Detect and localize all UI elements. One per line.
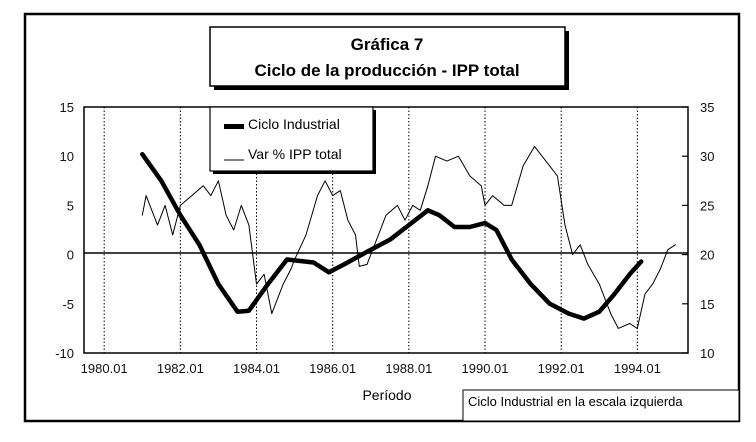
scale-note: Ciclo Industrial en la escala izquierda	[468, 394, 683, 409]
x-tick-label: 1992.01	[538, 361, 585, 376]
y-right-tick-label: 35	[700, 100, 714, 115]
y-left-tick-label: 5	[67, 198, 74, 213]
y-left-tick-label: 10	[60, 149, 74, 164]
plot-area	[83, 106, 689, 354]
y-right-tick-label: 20	[700, 248, 714, 263]
x-tick-label: 1990.01	[462, 361, 509, 376]
y-right-tick-label: 25	[700, 198, 714, 213]
y-left-tick-label: -10	[55, 346, 74, 361]
x-tick-label: 1982.01	[157, 361, 204, 376]
series-line-ciclo-industrial	[140, 151, 644, 321]
y-right-tick-label: 30	[700, 149, 714, 164]
legend-label-ciclo: Ciclo Industrial	[248, 116, 340, 132]
note-box	[462, 389, 740, 422]
x-tick-label: 1994.01	[614, 361, 661, 376]
x-tick-label: 1986.01	[309, 361, 356, 376]
y-left-tick-label: 0	[67, 248, 74, 263]
legend-label-ipp: Var % IPP total	[248, 146, 342, 162]
chart-subtitle: Ciclo de la producción - IPP total	[254, 61, 519, 80]
x-tick-label: 1984.01	[233, 361, 280, 376]
y-right-tick-label: 15	[700, 297, 714, 312]
x-tick-label: 1980.01	[81, 361, 128, 376]
title-box	[209, 26, 566, 87]
y-right-tick-label: 10	[700, 346, 714, 361]
legend-swatch-ciclo	[224, 124, 244, 129]
x-axis-label: Período	[362, 387, 411, 403]
y-left-tick-label: 15	[60, 100, 74, 115]
chart-title: Gráfica 7	[351, 35, 424, 54]
y-left-tick-label: -5	[62, 297, 74, 312]
x-tick-label: 1988.01	[385, 361, 432, 376]
